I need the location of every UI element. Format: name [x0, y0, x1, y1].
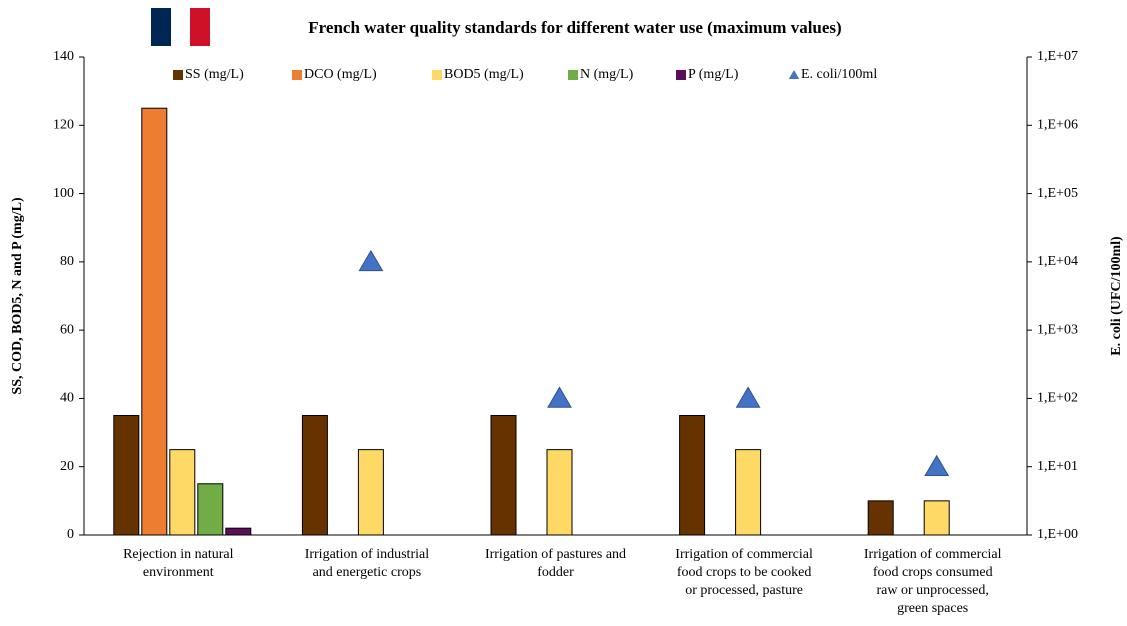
x-tick-label: Irrigation of commercial	[675, 547, 813, 562]
y-tick-label: 0	[67, 527, 74, 542]
y2-axis-label: E. coli (UFC/100ml)	[1109, 236, 1124, 356]
bar	[301, 415, 328, 536]
x-tick-label: environment	[143, 565, 214, 580]
legend-marker	[432, 70, 442, 80]
x-tick-label: Rejection in natural	[123, 547, 234, 562]
flag-white	[171, 8, 190, 46]
x-tick-label: Irrigation of industrial	[305, 547, 430, 562]
bar	[923, 500, 950, 536]
legend-label: SS (mg/L)	[185, 67, 244, 82]
legend-label: E. coli/100ml	[801, 67, 877, 82]
y-tick-label: 140	[53, 49, 74, 64]
legend-label: DCO (mg/L)	[304, 67, 377, 82]
y-tick-label: 60	[60, 322, 74, 337]
x-tick-label: and energetic crops	[313, 565, 422, 580]
marker	[924, 454, 950, 477]
y-tick-label: 100	[53, 186, 74, 201]
chart-title: French water quality standards for diffe…	[308, 18, 841, 37]
bar	[197, 483, 224, 536]
bar	[735, 449, 762, 536]
marker	[547, 386, 572, 408]
legend-marker	[788, 70, 800, 79]
y2-tick-label: 1,E+07	[1037, 49, 1078, 64]
bar	[546, 449, 573, 536]
legend-label: N (mg/L)	[580, 67, 634, 82]
flag-red	[190, 8, 210, 46]
bar	[679, 415, 706, 536]
legend-label: BOD5 (mg/L)	[444, 67, 524, 82]
bar	[225, 527, 252, 536]
bar	[867, 500, 894, 536]
bar	[141, 107, 168, 536]
y2-tick-label: 1,E+00	[1037, 527, 1078, 542]
legend-marker	[568, 70, 578, 80]
marker	[735, 386, 761, 408]
y-axis-label: SS, COD, BOD5, N and P (mg/L)	[10, 197, 25, 395]
x-tick-label: Irrigation of pastures and	[485, 547, 626, 562]
x-tick-label: fodder	[537, 565, 574, 580]
flag-blue	[151, 8, 171, 46]
y2-tick-label: 1,E+05	[1037, 186, 1078, 201]
y2-tick-label: 1,E+06	[1037, 118, 1078, 133]
y2-tick-label: 1,E+02	[1037, 391, 1078, 406]
y-tick-label: 20	[60, 459, 74, 474]
y2-tick-label: 1,E+04	[1037, 254, 1078, 269]
legend-label: P (mg/L)	[688, 67, 739, 82]
y-tick-label: 120	[53, 118, 74, 133]
bar	[490, 415, 517, 536]
legend-marker	[173, 70, 183, 80]
y2-tick-label: 1,E+03	[1037, 322, 1078, 337]
bar	[357, 449, 384, 536]
x-tick-label: food crops to be cooked	[677, 565, 812, 580]
bar	[113, 415, 140, 536]
bar	[169, 449, 196, 536]
marker	[358, 249, 384, 272]
x-tick-label: or processed, pasture	[685, 583, 803, 598]
y2-tick-label: 1,E+01	[1037, 459, 1078, 474]
y-tick-label: 80	[60, 254, 74, 269]
x-tick-label: raw or unprocessed,	[877, 583, 989, 598]
y-tick-label: 40	[60, 391, 74, 406]
x-tick-label: Irrigation of commercial	[864, 547, 1002, 562]
legend-marker	[292, 70, 302, 80]
x-tick-label: green spaces	[897, 601, 968, 616]
legend-marker	[676, 70, 686, 80]
x-tick-label: food crops consumed	[873, 565, 993, 580]
